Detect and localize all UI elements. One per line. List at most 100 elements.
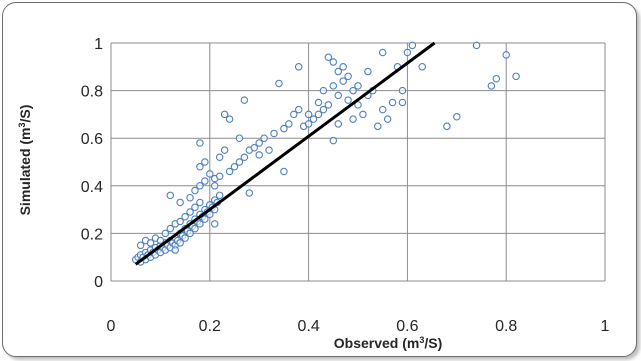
data-point <box>408 41 417 50</box>
data-point <box>359 110 367 119</box>
y-tick-label: 0.6 <box>81 131 103 148</box>
y-axis-label: Simulated (m3/S) <box>17 105 33 216</box>
data-point <box>349 115 357 123</box>
data-point <box>472 41 481 50</box>
data-point <box>186 193 194 202</box>
data-point <box>255 139 263 147</box>
y-tick-label: 0.4 <box>81 179 103 196</box>
data-point <box>220 146 229 154</box>
data-point <box>265 146 273 154</box>
data-point <box>166 191 175 200</box>
data-point <box>186 229 194 238</box>
y-tick-label: 0 <box>94 274 103 291</box>
data-point <box>176 239 184 247</box>
data-point <box>285 120 293 128</box>
data-point <box>319 86 328 95</box>
data-point <box>210 182 219 190</box>
data-point <box>235 158 244 166</box>
data-point <box>191 203 199 211</box>
fit-line <box>134 41 436 266</box>
data-point <box>418 63 426 71</box>
chart-frame <box>2 2 637 357</box>
data-point <box>339 77 347 85</box>
data-point <box>388 98 397 107</box>
data-point <box>245 189 254 197</box>
data-point <box>304 120 313 128</box>
data-point <box>334 120 342 128</box>
data-point <box>453 113 461 121</box>
data-point <box>191 224 199 233</box>
data-point <box>280 124 288 133</box>
data-points <box>131 41 520 266</box>
data-point <box>270 129 278 138</box>
data-point <box>206 170 214 178</box>
data-point <box>201 158 209 166</box>
data-point <box>309 115 318 123</box>
data-point <box>403 48 412 57</box>
data-point <box>319 105 328 114</box>
data-point <box>304 110 313 119</box>
data-point <box>492 74 501 83</box>
data-point <box>240 96 249 104</box>
data-point <box>334 67 342 76</box>
data-point <box>329 136 338 145</box>
data-point <box>378 105 387 114</box>
data-point <box>220 110 229 119</box>
data-point <box>161 229 170 238</box>
data-point <box>314 98 323 107</box>
data-point <box>383 115 392 123</box>
data-point <box>290 110 298 119</box>
x-tick-label: 0.6 <box>396 318 418 335</box>
data-point <box>275 79 283 88</box>
data-point <box>314 110 323 119</box>
data-point <box>186 208 194 216</box>
data-point <box>260 134 268 142</box>
data-point <box>136 241 145 250</box>
data-point <box>512 72 520 81</box>
data-point <box>235 134 244 142</box>
data-point <box>294 63 303 71</box>
data-point <box>240 153 249 161</box>
data-point <box>354 101 362 109</box>
data-point <box>354 82 362 90</box>
data-point <box>181 212 189 221</box>
data-point <box>171 246 179 254</box>
data-point <box>156 236 165 245</box>
data-point <box>443 122 451 131</box>
data-point <box>398 98 407 107</box>
data-point <box>364 67 372 76</box>
data-point <box>225 167 234 176</box>
data-point <box>378 48 387 57</box>
data-point <box>196 139 204 147</box>
data-point <box>344 96 352 104</box>
data-point <box>280 167 288 176</box>
data-point <box>166 224 175 233</box>
data-point <box>176 217 184 226</box>
data-point <box>398 86 407 95</box>
data-point <box>201 177 209 185</box>
data-point <box>329 58 338 66</box>
data-point <box>255 151 263 159</box>
data-point <box>374 122 382 131</box>
x-tick-label: 0.8 <box>495 318 517 335</box>
x-tick-label: 0.4 <box>297 318 319 335</box>
data-point <box>181 234 189 242</box>
y-tick-label: 0.8 <box>81 84 103 101</box>
x-tick-label: 0 <box>107 318 116 335</box>
y-tick-label: 1 <box>94 36 103 53</box>
data-point <box>230 163 239 171</box>
data-point <box>196 182 204 190</box>
x-tick-label: 1 <box>601 318 610 335</box>
data-point <box>329 82 338 90</box>
x-tick-label: 0.2 <box>199 318 221 335</box>
data-point <box>324 53 333 62</box>
data-point <box>210 220 219 228</box>
data-point <box>176 198 184 207</box>
data-point <box>201 215 209 223</box>
data-point <box>196 198 204 207</box>
data-point <box>334 91 342 100</box>
grid-lines <box>110 42 606 282</box>
data-point <box>502 51 510 59</box>
y-tick-label: 0.2 <box>81 226 103 243</box>
